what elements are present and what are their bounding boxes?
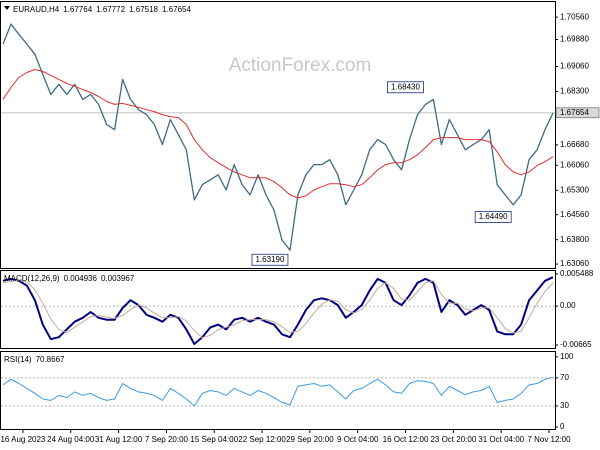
series-line [2, 279, 554, 339]
panel-title: RSI(14) 70.8667 [4, 355, 65, 364]
panel-title-text: MACD(12,26,9) [4, 274, 60, 283]
panel-title-value: 70.8667 [36, 355, 65, 364]
y-tick-label: 70 [560, 373, 569, 382]
annotation-label: 1.68430 [391, 82, 420, 91]
panel-title-value: 0.004936 [64, 274, 98, 283]
y-tick-label: 1.69880 [560, 35, 589, 44]
x-tick-label: 7 Nov 12:00 [527, 435, 571, 444]
y-tick-label: 0 [560, 422, 565, 431]
last-price-label: 1.67654 [560, 108, 589, 117]
series-line [2, 276, 554, 345]
panel-title: EURAUD,H4 1.67764 1.67772 1.67518 1.67654 [13, 5, 191, 14]
y-tick-label: 1.66060 [560, 160, 589, 169]
panel-title-value: 1.67654 [162, 5, 191, 14]
y-tick-label: 1.68300 [560, 87, 589, 96]
x-tick-label: 7 Sep 20:00 [145, 435, 189, 444]
y-tick-label: 1.66680 [560, 140, 589, 149]
panel-title-value: 1.67518 [129, 5, 158, 14]
annotation-label: 1.64490 [479, 212, 508, 221]
annotation-box [387, 81, 424, 94]
x-tick-label: 31 Aug 12:00 [95, 435, 143, 444]
y-tick-label: 1.64560 [560, 210, 589, 219]
x-tick-label: 22 Sep 12:00 [238, 435, 286, 444]
y-tick-label: 0.005488 [560, 269, 594, 278]
y-tick-label: 1.63800 [560, 235, 589, 244]
x-tick-label: 16 Aug 2023 [0, 435, 45, 444]
annotation-label: 1.63190 [255, 255, 284, 264]
x-tick-label: 15 Sep 04:00 [190, 435, 238, 444]
series-line [2, 376, 554, 407]
panel-title-text: RSI(14) [4, 355, 32, 364]
macd-frame [0, 270, 556, 349]
y-tick-label: 0.00 [560, 301, 576, 310]
x-tick-label: 9 Oct 04:00 [337, 435, 379, 444]
series-line [2, 69, 554, 199]
y-tick-label: 1.70560 [560, 12, 589, 21]
annotation-box [474, 211, 512, 223]
panel-title-value: 0.003967 [101, 274, 135, 283]
x-tick-label: 31 Oct 04:00 [478, 435, 524, 444]
x-tick-label: 24 Aug 04:00 [47, 435, 95, 444]
panel-title-text: EURAUD,H4 [13, 5, 60, 14]
y-tick-label: 1.69060 [560, 62, 589, 71]
panel-title-value: 1.67764 [63, 5, 92, 14]
y-tick-label: 30 [560, 401, 569, 410]
y-tick-label: -0.00665 [560, 340, 592, 349]
x-tick-label: 16 Oct 12:00 [383, 435, 429, 444]
price-frame [0, 1, 556, 269]
y-tick-label: 1.65300 [560, 185, 589, 194]
dropdown-icon [4, 6, 10, 10]
panel-title: MACD(12,26,9) 0.004936 0.003967 [4, 274, 135, 283]
y-tick-label: 100 [560, 352, 574, 361]
x-tick-label: 23 Oct 20:00 [430, 435, 476, 444]
y-tick-label: 1.63060 [560, 259, 589, 268]
x-tick-label: 29 Sep 20:00 [286, 435, 334, 444]
watermark: ActionForex.com [229, 55, 372, 76]
last-price-box [555, 107, 600, 119]
annotation-box [251, 253, 289, 266]
rsi-frame [0, 351, 556, 430]
series-line [2, 23, 554, 251]
panel-title-value: 1.67772 [96, 5, 125, 14]
